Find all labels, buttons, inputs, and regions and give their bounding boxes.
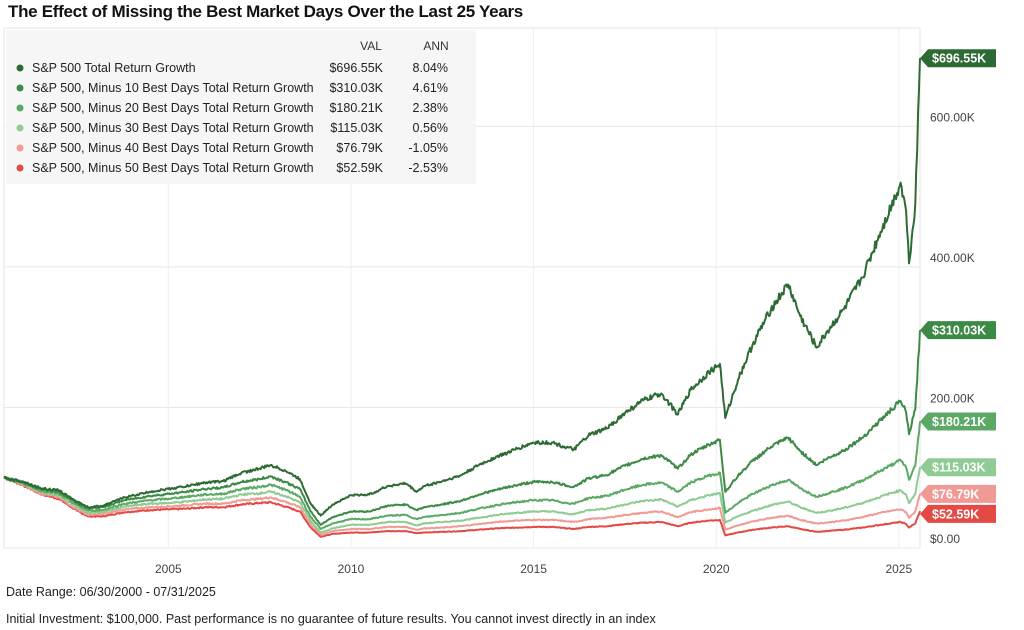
legend-header-ann: ANN xyxy=(423,39,448,53)
end-value-tag: $76.79K xyxy=(920,484,996,503)
series-line xyxy=(3,467,921,534)
legend-background xyxy=(6,30,476,184)
end-value-tag-shape xyxy=(920,321,996,340)
y-tick-label: $0.00 xyxy=(930,532,960,546)
series-line xyxy=(3,476,921,538)
end-value-label: $115.03K xyxy=(932,461,986,475)
legend-series-name: S&P 500, Minus 50 Best Days Total Return… xyxy=(32,161,314,175)
x-tick-label: 2025 xyxy=(885,562,912,576)
end-value-label: $310.03K xyxy=(932,324,986,338)
legend-series-ann: 8.04% xyxy=(413,61,448,75)
x-tick-label: 2005 xyxy=(155,562,182,576)
disclaimer-note: Initial Investment: $100,000. Past perfo… xyxy=(6,612,656,626)
end-value-label: $180.21K xyxy=(932,415,986,429)
end-value-label: $696.55K xyxy=(932,52,986,66)
series-line xyxy=(3,58,921,517)
legend-series-ann: -2.53% xyxy=(408,161,448,175)
legend-series-name: S&P 500, Minus 30 Best Days Total Return… xyxy=(32,121,314,135)
legend-series-val: $115.03K xyxy=(330,121,383,135)
legend-series-name: S&P 500, Minus 20 Best Days Total Return… xyxy=(32,101,314,115)
legend-marker xyxy=(16,164,24,172)
legend-series-name: S&P 500, Minus 10 Best Days Total Return… xyxy=(32,81,314,95)
end-value-label: $52.59K xyxy=(932,507,979,521)
end-value-tag: $696.55K xyxy=(920,49,996,68)
legend-series-name: S&P 500 Total Return Growth xyxy=(32,61,196,75)
series-line xyxy=(3,476,921,536)
series-line xyxy=(3,330,921,526)
legend-marker xyxy=(16,144,24,152)
end-value-tag: $115.03K xyxy=(920,458,996,477)
legend-marker xyxy=(16,84,24,92)
legend-series-ann: 4.61% xyxy=(413,81,448,95)
legend-series-val: $696.55K xyxy=(329,61,383,75)
legend-series-name: S&P 500, Minus 40 Best Days Total Return… xyxy=(32,141,314,155)
end-value-tag-shape xyxy=(920,458,996,477)
y-tick-label: 600.00K xyxy=(930,110,975,124)
legend-series-val: $52.59K xyxy=(336,161,383,175)
end-value-tag-shape xyxy=(920,484,996,503)
end-value-tag: $310.03K xyxy=(920,321,996,340)
legend-series-val: $310.03K xyxy=(329,81,383,95)
end-value-tag-shape xyxy=(920,49,996,68)
legend-series-ann: -1.05% xyxy=(408,141,448,155)
date-range: Date Range: 06/30/2000 - 07/31/2025 xyxy=(6,585,216,599)
x-tick-label: 2020 xyxy=(703,562,730,576)
legend-series-val: $180.21K xyxy=(329,101,383,115)
end-value-tag-shape xyxy=(920,412,996,431)
x-tick-label: 2010 xyxy=(338,562,365,576)
legend-series-ann: 2.38% xyxy=(413,101,448,115)
y-tick-label: 400.00K xyxy=(930,251,975,265)
legend-marker xyxy=(16,64,24,72)
y-tick-label: 200.00K xyxy=(930,391,975,405)
line-chart: $0.00 200.00K 400.00K 600.00K 2005 2010 2015 20… xyxy=(3,27,996,576)
end-value-tag: $52.59K xyxy=(920,504,996,523)
legend: VAL ANN S&P 500 Total Return Growth $696.55… xyxy=(6,30,476,184)
legend-series-ann: 0.56% xyxy=(413,121,448,135)
legend-series-val: $76.79K xyxy=(336,141,383,155)
x-tick-label: 2015 xyxy=(520,562,547,576)
end-value-tag: $180.21K xyxy=(920,412,996,431)
legend-header-val: VAL xyxy=(360,39,382,53)
legend-marker xyxy=(16,104,24,112)
series-line xyxy=(3,421,921,530)
chart-title: The Effect of Missing the Best Market Da… xyxy=(8,2,523,21)
end-value-tag-shape xyxy=(920,504,996,523)
legend-marker xyxy=(16,124,24,132)
end-value-label: $76.79K xyxy=(932,487,979,501)
